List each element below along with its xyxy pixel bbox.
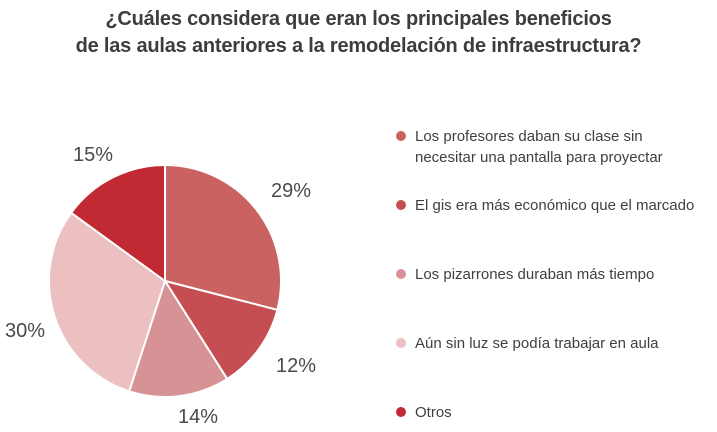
pie-value-label: 15% xyxy=(72,144,114,166)
pie-chart xyxy=(48,164,282,398)
pie-slice-0 xyxy=(164,164,282,311)
chart-title-line2: de las aulas anteriores a la remodelació… xyxy=(75,35,642,57)
legend-label: El gis era más económico que el marcado xyxy=(415,197,695,214)
pie-value-label: 29% xyxy=(270,180,312,202)
legend-item: Los profesores daban su clase sin necesi… xyxy=(396,126,693,168)
legend-label: Los pizarrones duraban más tiempo xyxy=(415,266,655,283)
pie-slice-4 xyxy=(70,164,166,282)
chart-title: ¿Cuáles considera que eran los principal… xyxy=(0,6,717,60)
legend-item: El gis era más económico que el marcado xyxy=(396,195,694,216)
pie-value-label: 12% xyxy=(275,355,317,377)
pie-slice-2 xyxy=(128,280,229,398)
legend-item: Otros xyxy=(396,402,452,423)
legend-item: Los pizarrones duraban más tiempo xyxy=(396,264,654,285)
legend-bullet-icon xyxy=(396,407,406,417)
legend-bullet-icon xyxy=(396,338,406,348)
legend-bullet-icon xyxy=(396,200,406,210)
pie-value-label: 30% xyxy=(4,320,46,342)
legend-bullet-icon xyxy=(396,269,406,279)
legend-item: Aún sin luz se podía trabajar en aula xyxy=(396,333,659,354)
legend-bullet-icon xyxy=(396,131,406,141)
pie-slice-3 xyxy=(48,211,166,393)
pie-slice-1 xyxy=(164,280,279,380)
pie-value-label: 14% xyxy=(177,406,219,428)
legend-label: Aún sin luz se podía trabajar en aula xyxy=(415,335,659,352)
chart-title-line1: ¿Cuáles considera que eran los principal… xyxy=(105,8,612,30)
legend-label: Los profesores daban su clase sin necesi… xyxy=(415,128,663,166)
legend-label: Otros xyxy=(415,404,452,421)
